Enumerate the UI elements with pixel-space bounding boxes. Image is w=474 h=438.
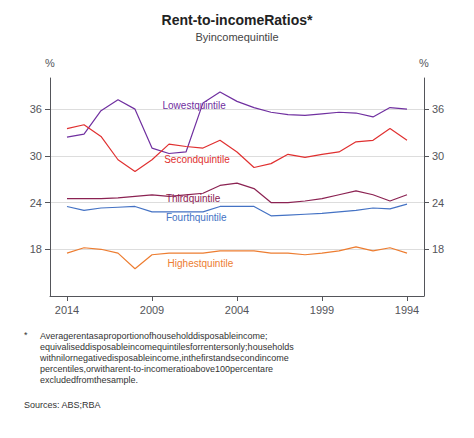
svg-text:Highestquintile: Highestquintile [168,258,234,269]
svg-text:Secondquintile: Secondquintile [164,154,230,165]
svg-text:18: 18 [432,243,444,255]
svg-text:2004: 2004 [225,304,249,316]
svg-text:*: * [24,330,28,340]
svg-text:18: 18 [30,243,42,255]
svg-text:30: 30 [30,150,42,162]
svg-text:Lowestquintile: Lowestquintile [163,100,227,111]
svg-text:Sources: ABS;RBA: Sources: ABS;RBA [24,400,101,410]
svg-text:equivaliseddisposableincomequi: equivaliseddisposableincomequintilesforr… [40,342,294,352]
svg-text:%: % [45,57,55,69]
svg-text:1994: 1994 [395,304,419,316]
svg-text:Fourthquintile: Fourthquintile [166,212,227,223]
svg-text:percentiles,orwitharent-to-inc: percentiles,orwitharent-to-incomeratioab… [40,364,273,374]
svg-text:1999: 1999 [310,304,334,316]
svg-text:Rent-to-incomeRatios*: Rent-to-incomeRatios* [162,12,313,28]
svg-text:36: 36 [432,103,444,115]
svg-text:%: % [419,57,429,69]
svg-text:24: 24 [432,197,444,209]
svg-text:2009: 2009 [140,304,164,316]
svg-text:36: 36 [30,103,42,115]
svg-text:Thirdquintile: Thirdquintile [166,193,221,204]
svg-text:withnilornegativedisposableinc: withnilornegativedisposableincome,inthef… [39,353,289,363]
svg-text:30: 30 [432,150,444,162]
svg-text:24: 24 [30,197,42,209]
svg-text:Byincomequintile: Byincomequintile [195,31,278,43]
svg-text:2014: 2014 [55,304,79,316]
svg-text:excludedfromthesample.: excludedfromthesample. [40,375,138,385]
svg-text:Averagerentasaproportionofhous: Averagerentasaproportionofhouseholddispo… [40,331,268,341]
